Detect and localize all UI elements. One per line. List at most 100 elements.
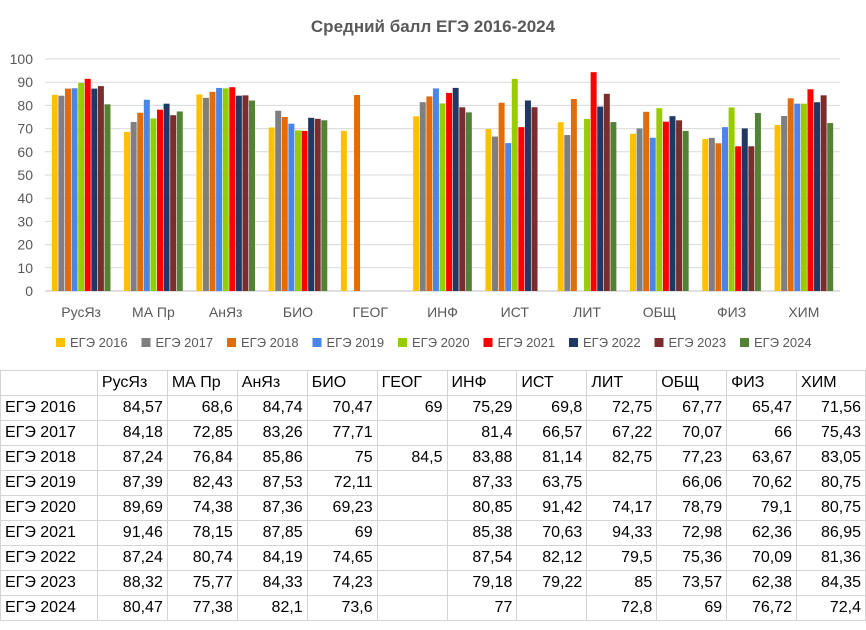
table-cell: 86,95 xyxy=(796,520,866,546)
bar xyxy=(97,86,104,292)
bar xyxy=(531,107,538,292)
bar xyxy=(518,127,525,291)
bar xyxy=(281,117,288,291)
table-cell: ГЕОГ xyxy=(376,370,448,396)
y-tick-label: 0 xyxy=(25,283,33,299)
bar xyxy=(610,122,617,291)
bar xyxy=(485,129,492,291)
bar xyxy=(584,118,591,291)
table-cell: 70,47 xyxy=(306,395,378,421)
bar xyxy=(150,118,157,291)
bar xyxy=(64,88,71,291)
table-cell: 72,85 xyxy=(166,420,238,446)
table-row: ЕГЭ 2024 80,47 77,38 82,1 73,6 77 72,8 69 76,72 7… xyxy=(0,595,866,621)
bar xyxy=(636,128,643,291)
table-cell: 84,19 xyxy=(236,545,308,571)
table-cell: 72,4 xyxy=(796,595,866,621)
y-tick-label: 20 xyxy=(17,237,33,253)
bar xyxy=(124,131,131,291)
table-cell: 87,53 xyxy=(236,470,308,496)
y-tick-label: 80 xyxy=(17,97,33,113)
table-cell xyxy=(376,470,448,496)
table-cell: 84,74 xyxy=(236,395,308,421)
table-cell: 85,38 xyxy=(446,520,518,546)
bar xyxy=(465,112,472,291)
table-cell: 87,24 xyxy=(96,445,168,471)
legend-swatch xyxy=(141,338,151,347)
table-cell: 81,36 xyxy=(796,545,866,571)
table-cell: 74,65 xyxy=(306,545,378,571)
bar xyxy=(130,121,137,291)
bar xyxy=(649,137,656,291)
bar xyxy=(787,98,794,291)
bar xyxy=(294,130,301,291)
x-tick-label: ГЕОГ xyxy=(353,304,389,320)
table-cell: 70,07 xyxy=(656,420,728,446)
table-cell: 91,42 xyxy=(516,495,588,521)
table-cell: ХИМ xyxy=(796,370,866,396)
table-cell: ОБЩ xyxy=(656,370,728,396)
y-tick-label: 30 xyxy=(17,213,33,229)
table-cell: 66 xyxy=(726,420,798,446)
table-cell: 74,38 xyxy=(166,495,238,521)
bar xyxy=(202,97,209,292)
table-cell: 80,74 xyxy=(166,545,238,571)
bar xyxy=(354,94,361,292)
bar xyxy=(209,91,216,291)
table-cell: 75 xyxy=(306,445,378,471)
x-tick-label: АнЯз xyxy=(209,304,243,320)
table-cell: 69 xyxy=(656,595,728,621)
table-cell: 76,72 xyxy=(726,595,798,621)
table-cell: 79,1 xyxy=(726,495,798,521)
bar xyxy=(741,128,748,291)
x-tick-label: ФИЗ xyxy=(717,304,746,320)
bar xyxy=(754,113,761,291)
table-cell: 85 xyxy=(586,570,658,596)
legend-swatch xyxy=(312,338,322,347)
bar xyxy=(669,116,676,292)
table-cell: 72,11 xyxy=(306,470,378,496)
table-cell: 71,56 xyxy=(796,395,866,421)
x-tick-label: ХИМ xyxy=(788,304,819,320)
table-cell: 70,09 xyxy=(726,545,798,571)
table-cell: 70,63 xyxy=(516,520,588,546)
bar xyxy=(629,133,636,291)
table-cell: 88,32 xyxy=(96,570,168,596)
bar xyxy=(774,124,781,291)
table-cell: ИНФ xyxy=(446,370,518,396)
legend-label: ЕГЭ 2023 xyxy=(669,335,727,350)
table-cell: ЕГЭ 2021 xyxy=(0,520,98,546)
bar xyxy=(176,111,183,292)
table-cell: 83,88 xyxy=(446,445,518,471)
bar xyxy=(288,123,295,291)
table-cell: 73,6 xyxy=(306,595,378,621)
bar xyxy=(314,118,321,291)
bar xyxy=(735,146,742,291)
table-cell: 83,26 xyxy=(236,420,308,446)
table-cell: ЕГЭ 2023 xyxy=(0,570,98,596)
x-tick-label: БИО xyxy=(283,304,313,320)
bar xyxy=(71,88,78,291)
table-cell: 91,46 xyxy=(96,520,168,546)
table-header-row: РусЯз МА Пр АнЯз БИО ГЕОГ ИНФ ИСТ ЛИТ ОБЩ ФИЗ ХИМ xyxy=(0,370,866,396)
bar xyxy=(84,78,91,291)
table-cell: ЕГЭ 2018 xyxy=(0,445,98,471)
bar xyxy=(157,109,163,291)
bar xyxy=(137,112,144,291)
table-row: ЕГЭ 2022 87,24 80,74 84,19 74,65 87,54 82,12 79… xyxy=(0,545,866,571)
bar xyxy=(827,123,834,291)
table-cell: ФИЗ xyxy=(726,370,798,396)
y-tick-label: 60 xyxy=(17,144,33,160)
table-row: ЕГЭ 2021 91,46 78,15 87,85 69 85,38 70,63 94,33… xyxy=(0,520,866,546)
bar-chart-svg: Средний балл ЕГЭ 2016-2024 0 10 20 30 40 50 60 7… xyxy=(10,17,840,350)
legend-swatch xyxy=(483,338,493,347)
legend-label: ЕГЭ 2024 xyxy=(754,335,812,350)
bar xyxy=(275,110,282,291)
table-row: ЕГЭ 2020 89,69 74,38 87,36 69,23 80,85 91,42 74… xyxy=(0,495,866,521)
bar xyxy=(340,130,347,291)
table-cell: 69,8 xyxy=(516,395,588,421)
bar xyxy=(432,88,439,291)
table-cell xyxy=(376,595,448,621)
table-row: ЕГЭ 2019 87,39 82,43 87,53 72,11 87,33 63,75 66… xyxy=(0,470,866,496)
table-cell: 72,75 xyxy=(586,395,658,421)
